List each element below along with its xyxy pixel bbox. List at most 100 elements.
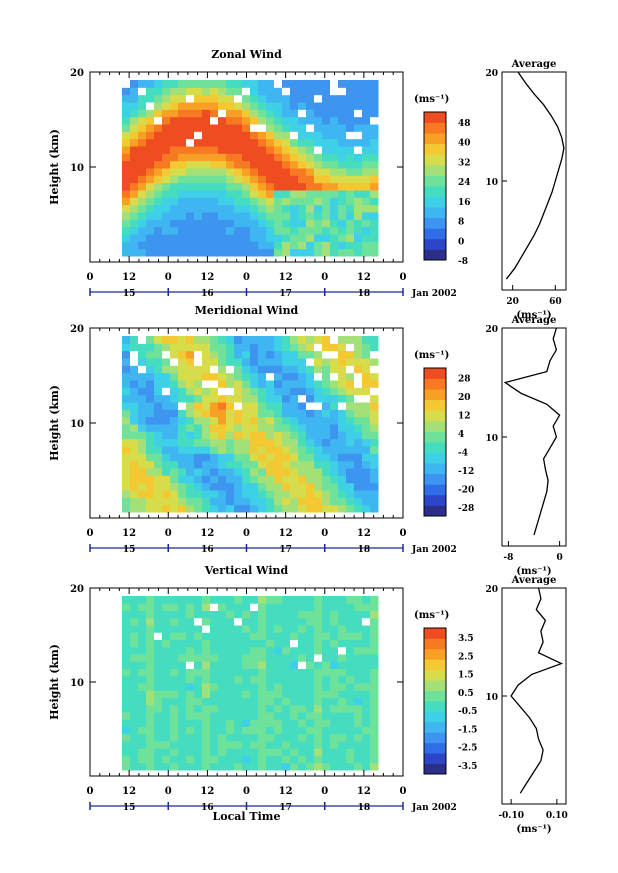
panel-title: Vertical Wind [204, 564, 289, 577]
colorbar-unit: (ms⁻¹) [414, 610, 449, 621]
colorbar-tick-label: 40 [458, 139, 471, 149]
time-tick-label: 12 [200, 272, 214, 283]
colorbar-swatch [424, 494, 446, 506]
average-x-label: (ms⁻¹) [516, 310, 551, 321]
time-tick-label: 0 [400, 528, 407, 539]
time-tick-label: 0 [321, 786, 328, 797]
colorbar-swatch [424, 680, 446, 691]
colorbar-frame [423, 367, 447, 517]
colorbar-tick-label: -28 [458, 504, 474, 514]
time-tick-label: 12 [357, 786, 371, 797]
y-axis-label: Height (km) [48, 385, 61, 461]
time-tick-label: 12 [279, 272, 293, 283]
colorbar [423, 367, 447, 517]
colorbar-swatch [424, 711, 446, 723]
time-tick-label: 0 [243, 272, 250, 283]
colorbar-swatch [424, 389, 446, 401]
colorbar-swatch [424, 154, 446, 166]
colorbar-swatch [424, 690, 446, 702]
colorbar-tick-label: 28 [458, 374, 471, 384]
date-suffix: Jan 2002 [411, 803, 457, 813]
y-axis-label: Height (km) [48, 129, 61, 205]
colorbar-tick-label: 1.5 [458, 671, 474, 681]
colorbar-tick-label: 2.5 [458, 652, 474, 662]
date-tick-label: 16 [201, 289, 214, 299]
average-title: Average [511, 59, 557, 70]
average-x-tick-label: 0.10 [546, 811, 568, 821]
colorbar-tick-label: -1.5 [458, 725, 477, 735]
panel-1: Meridional Wind 20 10 Height (km) 0 12 0 12 0 12 0… [48, 304, 567, 577]
heatmap-field [122, 80, 379, 257]
colorbar-tick-label: 8 [458, 218, 464, 228]
average-title: Average [511, 575, 557, 586]
average-title: Average [511, 315, 557, 326]
time-tick-label: 0 [87, 272, 94, 283]
colorbar-tick-label: -0.5 [458, 707, 477, 717]
time-tick-label: 12 [357, 272, 371, 283]
colorbar-tick-label: 24 [458, 178, 471, 188]
date-suffix: Jan 2002 [411, 289, 457, 299]
time-tick-label: 0 [400, 786, 407, 797]
colorbar-swatch [424, 410, 446, 422]
date-tick-label: 15 [123, 803, 136, 813]
colorbar-swatch [424, 196, 446, 208]
colorbar-tick-label: -12 [458, 467, 474, 477]
date-tick-label: 15 [123, 289, 136, 299]
average-profile-line [510, 587, 564, 794]
time-tick-label: 0 [165, 272, 172, 283]
average-profile: Average 20 10 20 60 (ms⁻¹) [485, 59, 567, 321]
colorbar-tick-label: 16 [458, 198, 471, 208]
colorbar-unit: (ms⁻¹) [414, 94, 449, 105]
average-y-tick-label: 10 [485, 178, 498, 188]
time-tick-label: 0 [165, 786, 172, 797]
colorbar-swatch [424, 463, 446, 475]
colorbar-swatch [424, 742, 446, 754]
panel-0: Zonal Wind 20 10 Height (km) 0 12 0 12 0 12 0 12 0 15… [48, 48, 567, 321]
average-x-tick-label: 0 [556, 553, 562, 563]
y-axis-label: Height (km) [48, 644, 61, 720]
time-tick-label: 12 [200, 528, 214, 539]
colorbar-swatch [424, 133, 446, 145]
colorbar-frame [423, 111, 447, 261]
colorbar-tick-label: 12 [458, 411, 471, 421]
colorbar-tick-label: -2.5 [458, 744, 477, 754]
colorbar-swatch [424, 659, 446, 671]
date-tick-label: 16 [201, 803, 214, 813]
colorbar-swatch [424, 484, 446, 496]
average-x-tick-label: -0.10 [498, 811, 524, 821]
time-tick-label: 12 [200, 786, 214, 797]
time-tick-label: 0 [243, 786, 250, 797]
time-tick-label: 12 [122, 786, 136, 797]
colorbar-swatch [424, 420, 446, 432]
colorbar-swatch [424, 442, 446, 453]
colorbar-swatch [424, 186, 446, 197]
colorbar-swatch [424, 763, 446, 775]
panel-2: Vertical Wind 20 10 Height (km) 0 12 0 12 0 12 0 12… [48, 564, 568, 835]
average-x-label: (ms⁻¹) [516, 824, 551, 835]
colorbar-swatch [424, 368, 446, 379]
average-y-tick-label: 20 [485, 325, 498, 335]
colorbar-frame [423, 627, 447, 775]
colorbar-swatch [424, 669, 446, 681]
time-tick-label: 12 [122, 272, 136, 283]
colorbar-swatch [424, 638, 446, 650]
colorbar-swatch [424, 452, 446, 464]
colorbar-swatch [424, 164, 446, 176]
date-suffix: Jan 2002 [411, 545, 457, 555]
colorbar-tick-label: -8 [458, 257, 468, 267]
time-tick-label: 0 [321, 272, 328, 283]
colorbar-swatch [424, 228, 446, 240]
x-axis-label: Local Time [213, 810, 281, 823]
date-tick-label: 18 [358, 289, 371, 299]
average-x-tick-label: -8 [503, 553, 513, 563]
average-profile-line [505, 71, 565, 280]
colorbar-swatch [424, 473, 446, 485]
time-tick-label: 0 [400, 272, 407, 283]
date-tick-label: 15 [123, 545, 136, 555]
colorbar-tick-label: -20 [458, 485, 474, 495]
time-tick-label: 0 [87, 786, 94, 797]
colorbar-swatch [424, 175, 446, 187]
average-frame [501, 71, 567, 291]
average-x-tick-label: 20 [506, 297, 519, 307]
